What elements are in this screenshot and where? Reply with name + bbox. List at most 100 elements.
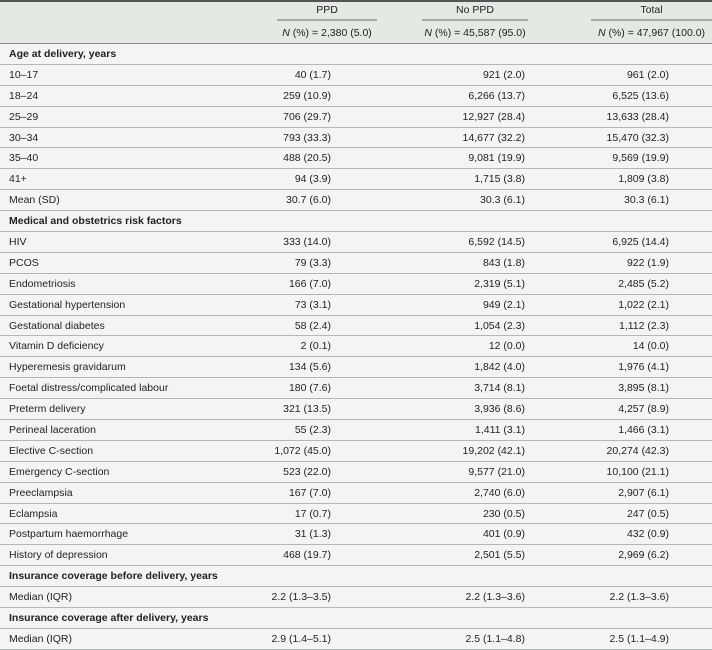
cell-ppd: 1,072 (45.0) xyxy=(200,440,422,462)
row-label: Endometriosis xyxy=(0,273,200,295)
cell-no-ppd: 1,054 (2.3) xyxy=(422,315,570,337)
table-row: Preeclampsia 167 (7.0) 2,740 (6.0) 2,907 (6… xyxy=(0,482,712,504)
cell-total: 1,976 (4.1) xyxy=(570,356,712,379)
cell-no-ppd: 1,842 (4.0) xyxy=(422,356,570,379)
row-label: 41+ xyxy=(0,168,200,191)
table-row: HIV 333 (14.0) 6,592 (14.5) 6,925 (14.4) xyxy=(0,231,712,253)
cell-total: 432 (0.9) xyxy=(570,523,712,546)
table-row: Gestational diabetes 58 (2.4) 1,054 (2.3) 1… xyxy=(0,315,712,337)
table-row: Median (IQR) 2.2 (1.3–3.5) 2.2 (1.3–3.6) 2.… xyxy=(0,586,712,609)
n-value: = 47,967 (100.0) xyxy=(627,26,706,39)
cell-ppd: 259 (10.9) xyxy=(200,85,422,107)
cell-total: 2,485 (5.2) xyxy=(570,273,712,295)
row-label: Mean (SD) xyxy=(0,189,200,212)
table-row: Preterm delivery 321 (13.5) 3,936 (8.6) 4,2… xyxy=(0,398,712,421)
cell-ppd: 166 (7.0) xyxy=(200,273,422,295)
cell-total: 3,895 (8.1) xyxy=(570,377,712,400)
row-label: Emergency C-section xyxy=(0,461,200,483)
row-label: Foetal distress/complicated labour xyxy=(0,377,200,400)
cell-total: 14 (0.0) xyxy=(570,335,712,358)
row-label: Perineal laceration xyxy=(0,419,200,441)
cell-no-ppd: 19,202 (42.1) xyxy=(422,440,570,462)
table-row: Elective C-section 1,072 (45.0) 19,202 (42… xyxy=(0,440,712,462)
cell-ppd: 134 (5.6) xyxy=(200,356,422,379)
cell-no-ppd: 6,266 (13.7) xyxy=(422,85,570,107)
table-row: 35–40 488 (20.5) 9,081 (19.9) 9,569 (19.9) xyxy=(0,147,712,170)
table-header: PPD No PPD Total N (%) = 2,380 (5.0) N (… xyxy=(0,1,712,44)
cell-ppd: 79 (3.3) xyxy=(200,252,422,274)
cell-total: 9,569 (19.9) xyxy=(570,147,712,170)
cell-no-ppd: 2.5 (1.1–4.8) xyxy=(422,628,570,650)
table-row: Eclampsia 17 (0.7) 230 (0.5) 247 (0.5) xyxy=(0,503,712,525)
row-label: 25–29 xyxy=(0,106,200,128)
cell-ppd: 40 (1.7) xyxy=(200,64,422,86)
table-row: PCOS 79 (3.3) 843 (1.8) 922 (1.9) xyxy=(0,252,712,274)
cell-total: 2,907 (6.1) xyxy=(570,482,712,504)
cell-total: 10,100 (21.1) xyxy=(570,461,712,483)
cell-ppd: 321 (13.5) xyxy=(200,398,422,421)
cell-no-ppd: 1,411 (3.1) xyxy=(422,419,570,441)
cell-ppd: 17 (0.7) xyxy=(200,503,422,525)
row-label: Eclampsia xyxy=(0,503,200,525)
cell-no-ppd: 2,740 (6.0) xyxy=(422,482,570,504)
table-body: Age at delivery, years 10–17 40 (1.7) 921 (… xyxy=(0,43,712,650)
cell-no-ppd: 30.3 (6.1) xyxy=(422,189,570,212)
row-label: 10–17 xyxy=(0,64,200,86)
cell-total: 13,633 (28.4) xyxy=(570,106,712,128)
cell-total: 4,257 (8.9) xyxy=(570,398,712,421)
section-title: Insurance coverage before delivery, year… xyxy=(0,565,712,588)
cell-ppd: 167 (7.0) xyxy=(200,482,422,504)
cell-ppd: 94 (3.9) xyxy=(200,168,422,191)
section-title: Age at delivery, years xyxy=(0,43,712,65)
table-row: Vitamin D deficiency 2 (0.1) 12 (0.0) 14 (0… xyxy=(0,335,712,358)
cell-ppd: 706 (29.7) xyxy=(200,106,422,128)
row-label: HIV xyxy=(0,231,200,253)
cell-total: 2,969 (6.2) xyxy=(570,544,712,567)
section-title: Medical and obstetrics risk factors xyxy=(0,210,712,233)
section-header-row: Medical and obstetrics risk factors xyxy=(0,210,712,233)
pct-symbol: (%) xyxy=(289,26,312,39)
cell-ppd: 2.9 (1.4–5.1) xyxy=(200,628,422,650)
row-label: Hyperemesis gravidarum xyxy=(0,356,200,379)
cell-total: 1,466 (3.1) xyxy=(570,419,712,441)
table-row: Gestational hypertension 73 (3.1) 949 (2.1… xyxy=(0,294,712,316)
n-symbol: N xyxy=(282,26,290,39)
table-row: Median (IQR) 2.9 (1.4–5.1) 2.5 (1.1–4.8) 2.… xyxy=(0,628,712,650)
cell-ppd: 73 (3.1) xyxy=(200,294,422,316)
cell-ppd: 30.7 (6.0) xyxy=(200,189,422,212)
cell-ppd: 2 (0.1) xyxy=(200,335,422,358)
row-label: Median (IQR) xyxy=(0,586,200,609)
header-total: Total xyxy=(570,1,712,22)
cell-total: 1,112 (2.3) xyxy=(570,315,712,337)
row-label: 30–34 xyxy=(0,127,200,149)
cell-no-ppd: 12 (0.0) xyxy=(422,335,570,358)
n-value: = 2,380 (5.0) xyxy=(311,26,372,39)
pct-symbol: (%) xyxy=(431,26,455,39)
cell-total: 2.5 (1.1–4.9) xyxy=(570,628,712,650)
row-label: 35–40 xyxy=(0,147,200,170)
cell-ppd: 31 (1.3) xyxy=(200,523,422,546)
header-total-label: Total xyxy=(591,4,712,21)
pct-symbol: (%) xyxy=(605,26,628,39)
cell-no-ppd: 9,081 (19.9) xyxy=(422,147,570,170)
cell-no-ppd: 949 (2.1) xyxy=(422,294,570,316)
row-label: 18–24 xyxy=(0,85,200,107)
cell-no-ppd: 2,319 (5.1) xyxy=(422,273,570,295)
cell-total: 1,022 (2.1) xyxy=(570,294,712,316)
cell-ppd: 333 (14.0) xyxy=(200,231,422,253)
cell-total: 2.2 (1.3–3.6) xyxy=(570,586,712,609)
cell-total: 15,470 (32.3) xyxy=(570,127,712,149)
table-row: Mean (SD) 30.7 (6.0) 30.3 (6.1) 30.3 (6.1) xyxy=(0,189,712,212)
cell-ppd: 523 (22.0) xyxy=(200,461,422,483)
table-row: 30–34 793 (33.3) 14,677 (32.2) 15,470 (32.3… xyxy=(0,127,712,149)
cell-ppd: 58 (2.4) xyxy=(200,315,422,337)
table-row: Postpartum haemorrhage 31 (1.3) 401 (0.9) 4… xyxy=(0,523,712,546)
row-label: Gestational diabetes xyxy=(0,315,200,337)
table-row: 18–24 259 (10.9) 6,266 (13.7) 6,525 (13.6) xyxy=(0,85,712,107)
table-row: Foetal distress/complicated labour 180 (7… xyxy=(0,377,712,400)
cell-total: 1,809 (3.8) xyxy=(570,168,712,191)
table-row: Hyperemesis gravidarum 134 (5.6) 1,842 (4.… xyxy=(0,356,712,379)
header-blank xyxy=(0,1,200,22)
section-header-row: Age at delivery, years xyxy=(0,43,712,65)
